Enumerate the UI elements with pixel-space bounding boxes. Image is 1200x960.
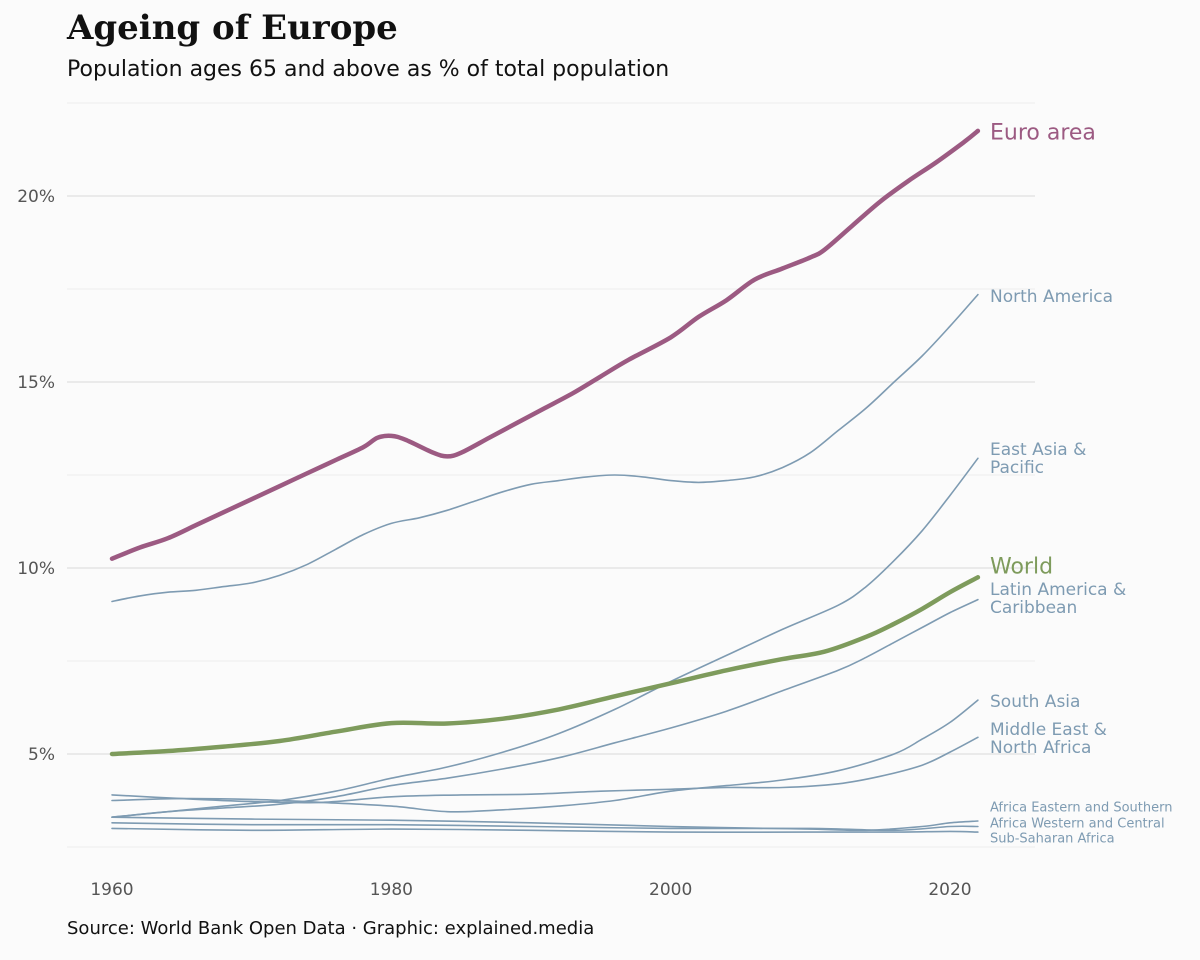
series-label-middle-east-north-africa: Middle East & North Africa xyxy=(990,720,1107,758)
series-label-north-america: North America xyxy=(990,287,1113,307)
series-line-africa-western-and-central xyxy=(111,822,979,832)
series-labels: Euro area North America East Asia & Pacific… xyxy=(990,121,1172,847)
series-line-world xyxy=(109,575,981,757)
series-line-latin-america-caribbean xyxy=(111,598,979,818)
series-line-south-asia xyxy=(111,699,979,813)
series-label-euro-area: Euro area xyxy=(990,121,1096,146)
x-tick-label: 1960 xyxy=(90,880,133,900)
series-label-south-asia: South Asia xyxy=(990,692,1080,712)
series-line-africa-eastern-and-southern xyxy=(111,816,979,832)
x-tick-label: 1980 xyxy=(370,880,413,900)
y-tick-label: 20% xyxy=(17,187,55,207)
chart-subtitle: Population ages 65 and above as % of tot… xyxy=(67,57,670,82)
source-note: Source: World Bank Open Data · Graphic: … xyxy=(67,918,595,939)
series-lines xyxy=(109,128,981,834)
series-line-middle-east-north-africa xyxy=(111,736,979,804)
grid-lines xyxy=(67,102,1035,848)
x-axis-ticks: 1960 1980 2000 2020 xyxy=(90,880,971,900)
series-line-euro-area xyxy=(109,128,981,561)
y-tick-label: 5% xyxy=(28,745,55,765)
y-tick-label: 10% xyxy=(17,559,55,579)
series-label-africa-western-and-central: Africa Western and Central xyxy=(990,817,1165,832)
series-label-latin-america-caribbean: Latin America & Caribbean xyxy=(990,580,1126,618)
series-line-sub-saharan-africa xyxy=(111,827,979,834)
series-line-north-america xyxy=(111,293,979,603)
x-tick-label: 2000 xyxy=(649,880,692,900)
y-tick-label: 15% xyxy=(17,373,55,393)
series-label-africa-eastern-and-southern: Africa Eastern and Southern xyxy=(990,801,1172,816)
series-label-east-asia-pacific: East Asia & Pacific xyxy=(990,440,1086,478)
x-tick-label: 2020 xyxy=(928,880,971,900)
y-axis-ticks: 5% 10% 15% 20% xyxy=(17,187,55,765)
series-line-east-asia-pacific xyxy=(111,457,979,818)
series-label-world: World xyxy=(990,555,1053,580)
series-label-sub-saharan-africa: Sub-Saharan Africa xyxy=(990,832,1115,847)
chart-title: Ageing of Europe xyxy=(67,8,398,48)
